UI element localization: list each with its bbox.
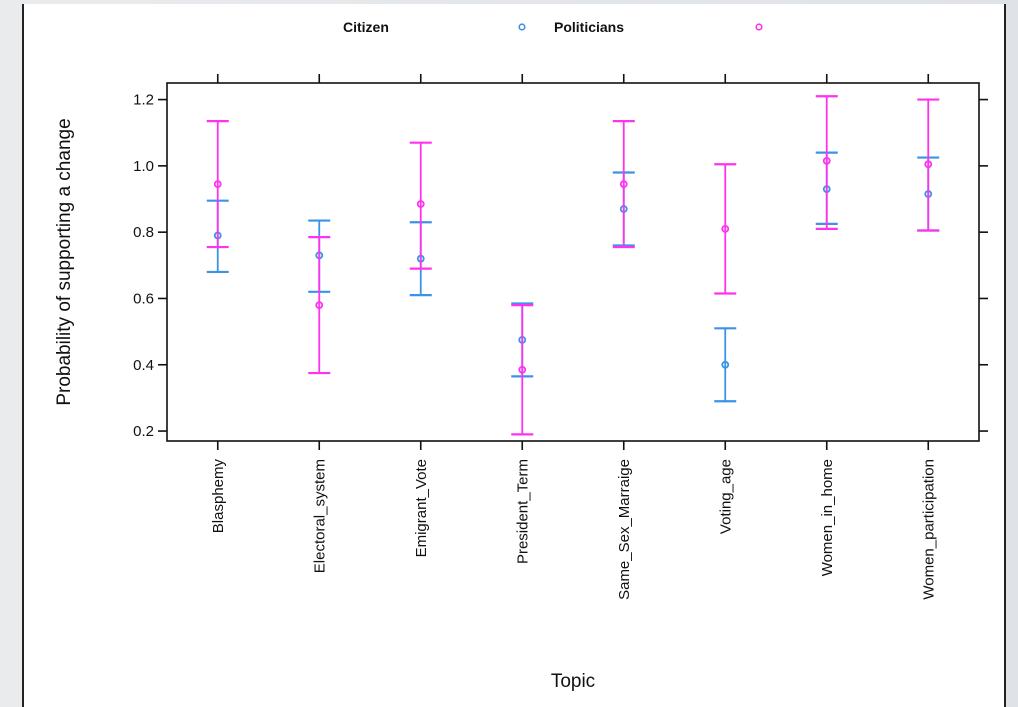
series-layer: [206, 95, 940, 436]
x-tick-label: Women_participation: [920, 459, 937, 600]
x-tick-label: Blasphemy: [210, 459, 227, 534]
error-bar: [409, 141, 432, 270]
x-axis-label: Topic: [551, 671, 595, 692]
error-bar: [815, 95, 838, 230]
error-bar: [511, 303, 534, 436]
data-point: [924, 160, 933, 169]
error-bar: [612, 120, 635, 249]
chart: Citizen Politicians Blasphemy Electoral_sy…: [54, 19, 988, 692]
error-bar: [206, 120, 229, 249]
x-axis: Blasphemy Electoral_system Emigrant_Vote Pr…: [210, 441, 937, 600]
error-bar: [714, 163, 737, 295]
legend: Citizen Politicians: [343, 19, 763, 35]
error-bar: [714, 327, 737, 403]
data-point: [416, 200, 425, 208]
legend-label-citizen: Citizen: [343, 19, 389, 35]
data-point: [619, 180, 628, 189]
y-tick-label: 1.0: [133, 158, 154, 175]
y-tick-label: 0.6: [133, 290, 154, 307]
legend-marker-citizen: [518, 23, 526, 31]
series-citizen: [206, 151, 940, 403]
error-bar: [917, 98, 940, 232]
legend-marker-politicians: [755, 23, 763, 31]
y-tick-label: 1.2: [133, 92, 154, 109]
plot-card: Citizen Politicians Blasphemy Electoral_sy…: [22, 4, 1006, 707]
data-point: [822, 156, 831, 165]
data-point: [721, 360, 730, 369]
x-tick-label: Emigrant_Vote: [413, 459, 430, 557]
y-axis: 0.2 0.4 0.6 0.8 1.0 1.2: [133, 92, 988, 440]
x-tick-label: Voting_age: [717, 459, 734, 534]
plot-frame: [166, 82, 980, 442]
y-tick-label: 0.8: [133, 224, 154, 241]
series-politicians: [206, 95, 940, 436]
data-point: [213, 180, 222, 189]
y-axis-label: Probability of supporting a change: [54, 118, 75, 405]
x-tick-label: Women_in_home: [819, 459, 836, 576]
x-tick-label: Electoral_system: [311, 459, 328, 573]
y-tick-label: 0.4: [133, 357, 154, 374]
legend-label-politicians: Politicians: [554, 19, 624, 35]
data-point: [518, 365, 527, 374]
data-point: [315, 301, 324, 309]
y-tick-label: 0.2: [133, 423, 154, 440]
x-tick-label: President_Term: [514, 459, 531, 564]
data-point: [721, 224, 730, 233]
top-ticks: [216, 74, 930, 83]
x-tick-label: Same_Sex_Marraige: [616, 459, 633, 600]
error-bar: [308, 236, 331, 375]
